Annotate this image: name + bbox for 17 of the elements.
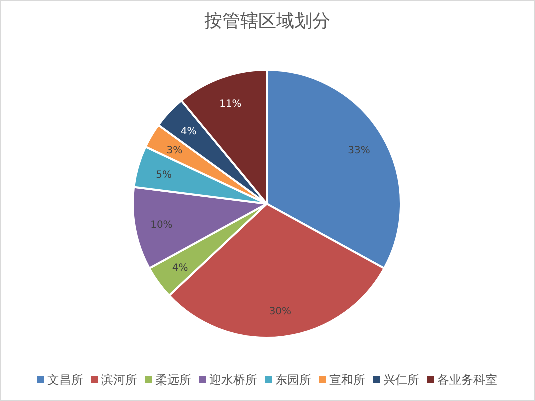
data-label: 30% xyxy=(269,306,292,318)
data-label: 10% xyxy=(150,220,173,232)
data-label: 3% xyxy=(166,145,183,156)
data-label: 11% xyxy=(220,99,242,110)
legend-label: 滨河所 xyxy=(102,373,138,387)
data-label: 5% xyxy=(156,170,172,182)
legend-label: 兴仁所 xyxy=(384,373,420,387)
chart-title: 按管辖区域划分 xyxy=(204,11,330,32)
legend-label: 文昌所 xyxy=(48,373,84,387)
data-label: 33% xyxy=(348,145,370,156)
legend-label: 各业务科室 xyxy=(438,373,498,387)
legend-label: 东园所 xyxy=(276,373,312,387)
data-label: 4% xyxy=(172,263,188,274)
data-label: 4% xyxy=(180,126,197,138)
legend-label: 迎水桥所 xyxy=(210,373,258,387)
legend-label: 柔远所 xyxy=(156,373,192,387)
legend-label: 宣和所 xyxy=(330,373,366,387)
